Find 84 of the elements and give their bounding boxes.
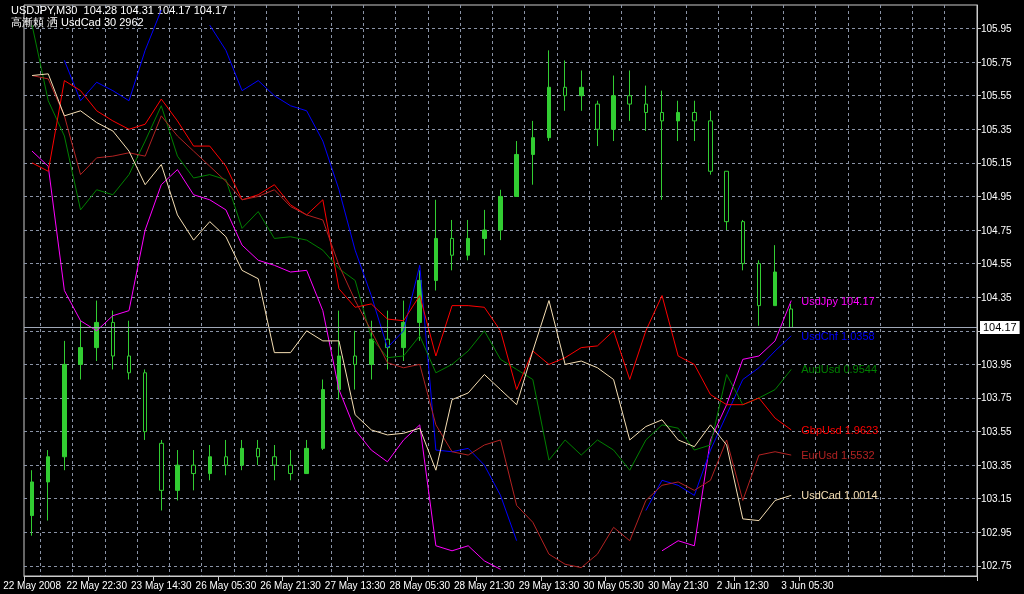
- candlestick: [547, 49, 551, 142]
- candlestick: [62, 340, 67, 471]
- candlestick: [773, 244, 777, 307]
- candlestick: [660, 90, 664, 201]
- series-label: UsdChf 1.0358: [801, 329, 875, 342]
- candlestick: [272, 444, 277, 481]
- candlestick: [789, 303, 793, 328]
- candlestick: [46, 449, 50, 522]
- candlestick: [514, 140, 519, 197]
- x-tick-label: 27 May 13:30: [324, 579, 386, 591]
- x-tick-label: 28 May 05:30: [389, 579, 451, 591]
- x-tick-label: 23 May 14:30: [130, 579, 193, 591]
- y-tick-label: 105.35: [981, 123, 1013, 135]
- candlestick: [676, 100, 680, 142]
- candlestick: [579, 70, 584, 112]
- candlestick: [78, 320, 83, 381]
- candlestick: [466, 219, 470, 261]
- y-tick-label: 103.95: [981, 358, 1013, 370]
- y-tick-label: 103.35: [981, 459, 1013, 471]
- y-tick-label: 104.75: [981, 224, 1013, 236]
- y-tick-label: 105.95: [981, 23, 1013, 35]
- x-tick-label: 28 May 21:30: [454, 579, 516, 591]
- x-tick-label: 30 May 05:30: [583, 579, 645, 591]
- candlestick: [741, 219, 745, 271]
- candlestick: [175, 449, 180, 501]
- candlestick: [127, 320, 131, 381]
- candlestick: [337, 310, 341, 401]
- series-label: UsdCad 1.0014: [801, 489, 878, 502]
- text: 高漸頼 洒 UsdCad 30 2962: [11, 15, 144, 28]
- candlestick: [369, 320, 374, 381]
- candlestick: [595, 100, 600, 147]
- candlestick: [191, 449, 196, 491]
- candlestick: [531, 120, 535, 186]
- ref-line-label: 104.17: [983, 321, 1017, 334]
- series-label: UsdJpy 104.17: [801, 294, 875, 307]
- candlestick: [256, 439, 260, 466]
- candlestick: [434, 199, 438, 291]
- candlestick: [498, 189, 503, 241]
- x-tick-label: 29 May 13:30: [518, 579, 580, 591]
- y-tick-label: 104.95: [981, 190, 1013, 202]
- series-label: EurUsd 1.5532: [801, 449, 875, 462]
- candlestick: [111, 310, 115, 370]
- y-tick-label: 103.75: [981, 392, 1013, 404]
- y-tick-label: 105.15: [981, 157, 1013, 169]
- candlestick: [224, 439, 228, 476]
- candlestick: [288, 449, 293, 481]
- candlestick: [757, 259, 761, 327]
- y-tick-label: 102.75: [981, 560, 1013, 572]
- candlestick: [353, 330, 357, 391]
- candlestick: [240, 439, 244, 471]
- candlestick: [644, 85, 648, 132]
- series-label: GbpUsd 1.9623: [801, 423, 879, 436]
- x-tick-label: 22 May 22:30: [66, 579, 128, 591]
- candlestick: [208, 444, 212, 481]
- candlestick: [321, 379, 325, 451]
- candlestick: [724, 170, 729, 231]
- y-tick-label: 105.75: [981, 56, 1013, 68]
- y-tick-label: 104.35: [981, 291, 1013, 303]
- y-tick-label: 103.15: [981, 493, 1013, 505]
- candlestick: [143, 368, 147, 441]
- candlestick: [159, 439, 164, 511]
- candlestick: [563, 59, 567, 112]
- x-tick-label: 3 Jun 05:30: [781, 579, 834, 591]
- y-tick-label: 103.55: [981, 426, 1013, 438]
- candlestick: [450, 219, 454, 271]
- candlestick: [708, 110, 713, 176]
- candlestick: [94, 300, 99, 362]
- x-tick-label: 26 May 05:30: [195, 579, 257, 591]
- candlestick: [304, 439, 309, 475]
- series-label: AudUsd 0.9544: [801, 363, 878, 376]
- line-series: [31, 80, 792, 431]
- candlestick: [611, 75, 616, 142]
- x-tick-label: 26 May 21:30: [260, 579, 322, 591]
- x-tick-label: 30 May 21:30: [647, 579, 709, 591]
- x-tick-label: 2 Jun 12:30: [716, 579, 770, 591]
- chart-title: USDJPY,M30 104.28 104.31 104.17 104.17: [11, 3, 228, 16]
- candlestick: [482, 209, 487, 256]
- candlestick: [692, 100, 697, 142]
- x-tick-label: 22 May 2008: [3, 579, 62, 591]
- y-tick-label: 104.55: [981, 258, 1013, 270]
- y-tick-label: 102.95: [981, 526, 1013, 538]
- candlestick: [627, 70, 632, 122]
- y-tick-label: 105.55: [981, 90, 1013, 102]
- candlestick: [30, 469, 34, 537]
